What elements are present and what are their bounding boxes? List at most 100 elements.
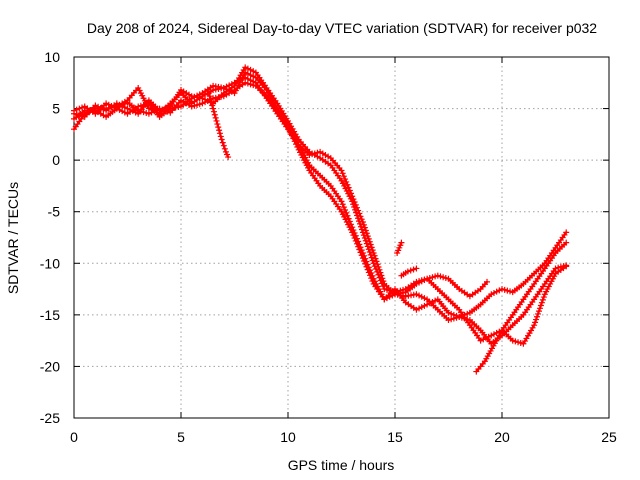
data-point [480, 336, 487, 343]
data-point [394, 288, 401, 295]
data-point [509, 337, 516, 344]
data-point [212, 114, 219, 121]
data-point [372, 266, 379, 273]
data-point [342, 176, 349, 183]
data-point [100, 106, 107, 113]
data-point [95, 103, 102, 110]
y-tick-label: 10 [44, 49, 60, 65]
series-track-3 [71, 79, 570, 347]
data-point [418, 293, 425, 300]
data-point [293, 141, 300, 148]
data-point [377, 277, 384, 284]
data-point [148, 109, 155, 116]
data-point [378, 280, 385, 287]
data-point [352, 237, 359, 244]
data-point [213, 117, 220, 124]
data-point [250, 82, 257, 89]
data-point [534, 310, 541, 317]
data-point [499, 286, 505, 293]
data-point [132, 109, 139, 116]
data-point [205, 90, 212, 97]
data-point [71, 110, 77, 117]
data-point [380, 283, 387, 290]
x-tick-label: 10 [280, 429, 296, 445]
data-point [345, 215, 352, 222]
y-tick-labels: -25 -20 -15 -10 -5 0 5 10 [40, 49, 60, 426]
data-point [440, 274, 447, 281]
data-point [424, 301, 431, 308]
data-point [349, 229, 356, 236]
data-point [199, 95, 206, 102]
data-point [370, 260, 377, 267]
data-point [416, 305, 423, 312]
data-point [413, 291, 420, 298]
data-point [244, 70, 251, 77]
data-point [410, 266, 417, 273]
data-point [488, 332, 495, 339]
data-point [342, 206, 349, 213]
data-point [217, 133, 224, 140]
data-point [242, 79, 249, 86]
data-point [353, 240, 360, 247]
data-point [191, 102, 198, 109]
data-point [383, 295, 390, 302]
data-point [540, 294, 547, 301]
chart-title: Day 208 of 2024, Sidereal Day-to-day VTE… [87, 20, 597, 36]
plot-frame [73, 56, 610, 419]
data-point [210, 108, 217, 115]
axis-ticks [73, 56, 610, 419]
series-track-8 [398, 265, 420, 279]
data-point [210, 105, 217, 112]
data-point [504, 287, 511, 294]
data-point [367, 251, 374, 258]
data-point [358, 226, 365, 233]
data-point [159, 106, 166, 113]
data-point [563, 229, 570, 236]
series-track-5 [205, 90, 232, 161]
data-point [92, 102, 99, 109]
data-point [350, 201, 357, 208]
data-point [437, 273, 444, 280]
data-point [512, 338, 519, 345]
data-point [536, 305, 543, 312]
data-point [247, 72, 254, 79]
data-point [356, 246, 363, 253]
data-point [339, 201, 346, 208]
data-point [355, 243, 362, 250]
data-point [477, 337, 484, 344]
data-point [389, 288, 396, 295]
data-point [515, 339, 522, 346]
data-point [450, 315, 457, 322]
data-point [351, 204, 358, 211]
data-point [286, 126, 293, 133]
data-point [361, 257, 368, 264]
series-group [71, 64, 570, 375]
y-tick-label: -5 [48, 204, 61, 220]
data-point [145, 110, 152, 117]
data-point [429, 274, 436, 281]
data-point [129, 108, 136, 115]
x-tick-label: 25 [601, 429, 617, 445]
data-point [397, 287, 404, 294]
data-point [76, 105, 83, 112]
data-point [137, 102, 144, 109]
data-point [501, 286, 508, 293]
data-point [445, 309, 452, 316]
data-point [143, 109, 150, 116]
data-point [375, 271, 382, 278]
x-tick-label: 0 [70, 429, 78, 445]
data-point [374, 268, 381, 275]
data-point [124, 105, 131, 112]
data-point [358, 252, 365, 259]
data-point [413, 265, 420, 272]
data-point [350, 232, 357, 239]
data-point [247, 81, 254, 88]
data-point [294, 143, 301, 150]
data-point [400, 286, 407, 293]
data-point [340, 173, 347, 180]
data-point [194, 101, 201, 108]
data-point [407, 267, 414, 274]
data-point [464, 310, 471, 317]
data-point [404, 268, 411, 275]
